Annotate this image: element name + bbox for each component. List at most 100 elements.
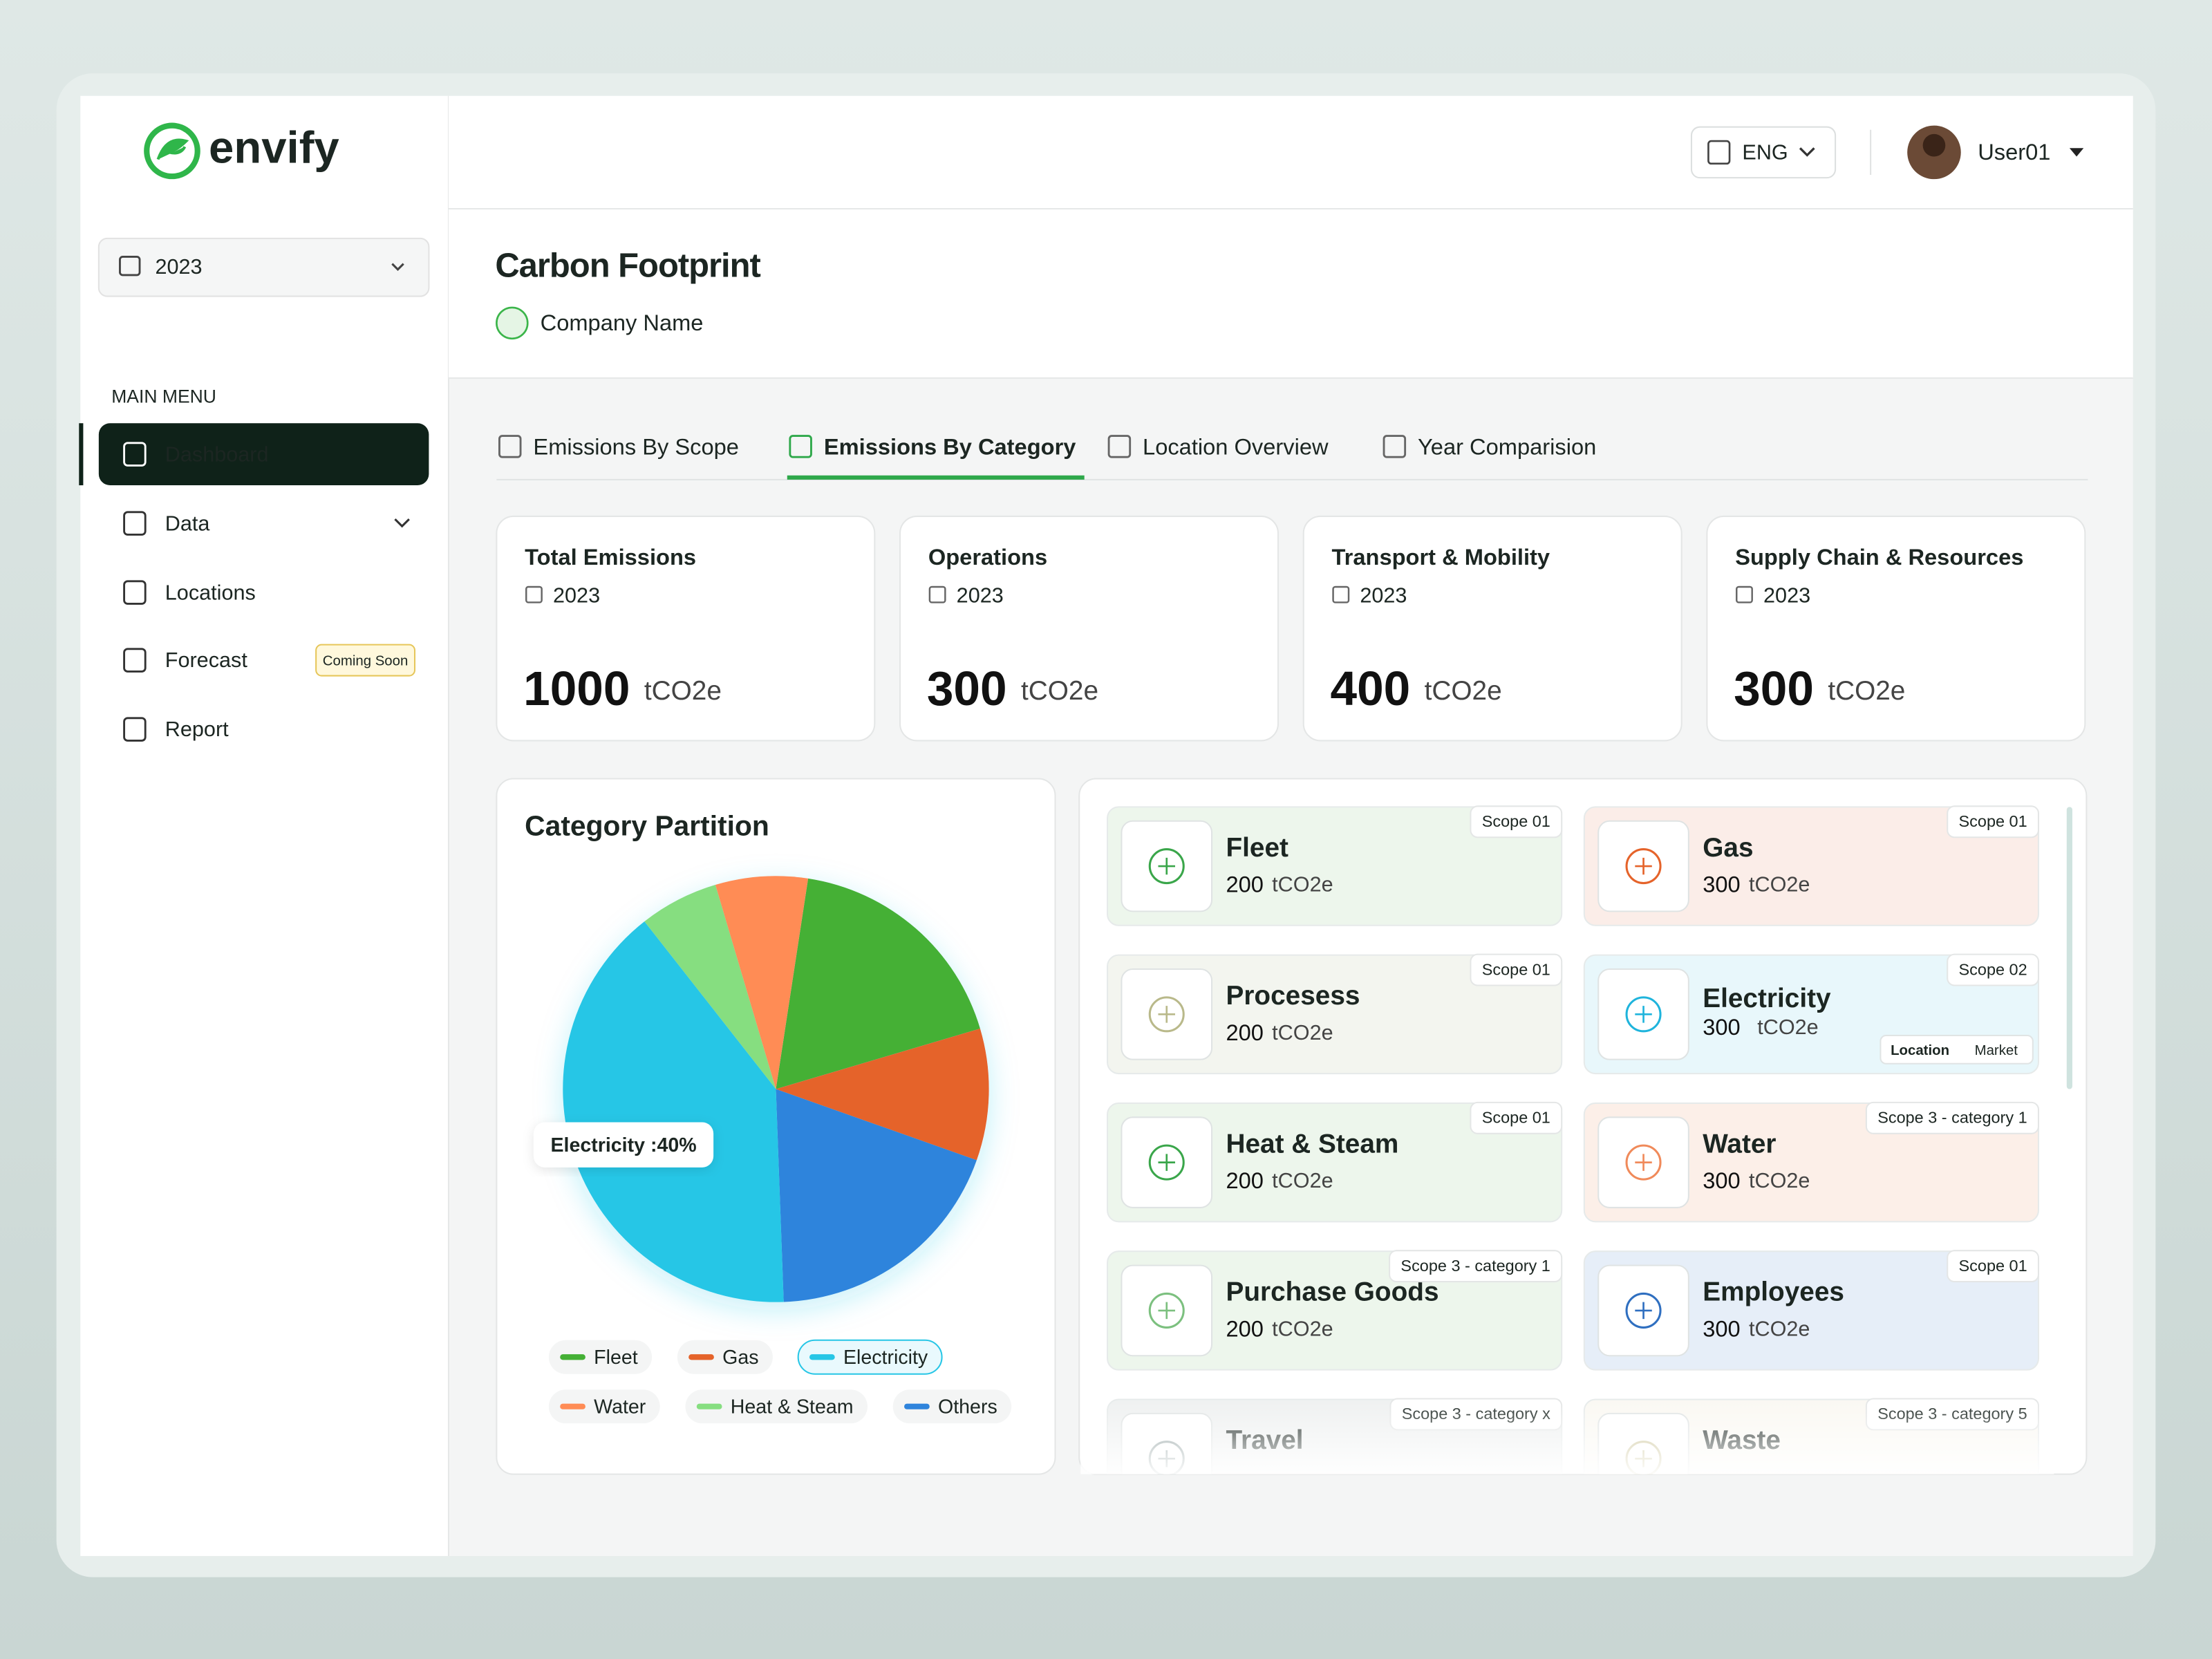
year-select[interactable] [97, 237, 430, 297]
card-value: 200 tCO2e [1226, 871, 1333, 897]
menu-icon [123, 648, 147, 673]
scope: Scope 02 [1959, 960, 2027, 978]
menu-heading: MAIN MENU [111, 386, 216, 407]
summary-title: Supply Chain & Resources [1735, 544, 2023, 570]
unit: tCO2e [1425, 676, 1502, 706]
sidebar [80, 95, 449, 1557]
menu-item[interactable]: Report [165, 718, 229, 741]
scope-tag [1947, 1250, 2039, 1283]
card-name: Heat & Steam [1226, 1129, 1398, 1159]
brand: envify [209, 122, 339, 173]
card-icon [1625, 1292, 1662, 1329]
pie [563, 876, 989, 1302]
card-icon [1148, 1292, 1185, 1329]
legend-chip[interactable] [892, 1389, 1012, 1424]
card-icon [1625, 1144, 1662, 1181]
card-value: 200 tCO2e [1226, 1020, 1333, 1045]
unit: tCO2e [1757, 1015, 1818, 1039]
card-value: 200 tCO2e [1226, 1168, 1333, 1193]
user-name[interactable]: User01 [1978, 139, 2050, 165]
summary-value: 300 tCO2e [1734, 662, 1905, 715]
summary-year: 2023 [1763, 583, 1810, 607]
card-value: 300 tCO2e [1703, 1315, 1810, 1341]
header [448, 95, 2133, 378]
pie-slice[interactable] [715, 876, 809, 1089]
chevron [391, 263, 404, 271]
card-icon [1148, 1144, 1185, 1181]
menu-item[interactable]: Locations [165, 581, 256, 604]
tab[interactable]: Emissions By Scope [533, 434, 739, 460]
legend-chip[interactable] [685, 1389, 868, 1424]
menu-icon [123, 442, 147, 467]
value-label: Electricity :40% [550, 1134, 696, 1156]
summary-year: 2023 [553, 583, 600, 607]
company-name: Company Name [541, 310, 704, 335]
unit: tCO2e [1749, 1318, 1810, 1341]
chevron [1799, 147, 1815, 157]
card-value: 300 tCO2e [1703, 871, 1810, 897]
card-icon [1625, 848, 1662, 885]
summary-title: Transport & Mobility [1332, 544, 1550, 570]
legend-chip[interactable] [677, 1340, 773, 1374]
tab-icon [498, 435, 522, 458]
pie-slice[interactable] [644, 885, 776, 1089]
scrollbar[interactable] [2066, 807, 2072, 1089]
legend-label: Heat & Steam [731, 1396, 854, 1418]
value: 1000 [523, 662, 630, 715]
pie-slice[interactable] [776, 1028, 989, 1161]
category-card[interactable] [1583, 1250, 2039, 1371]
legend-chip[interactable] [548, 1340, 653, 1374]
unit: tCO2e [1272, 1318, 1333, 1341]
summary-value: 1000 tCO2e [523, 662, 722, 715]
tab[interactable]: Year Comparision [1418, 434, 1596, 460]
pie-slice[interactable] [563, 921, 784, 1302]
summary-card [899, 515, 1279, 742]
scope-tag [1470, 805, 1563, 838]
category-card[interactable] [1107, 1102, 1563, 1223]
card-icon-detail [1635, 1006, 1652, 1023]
badge-text: Coming Soon [323, 654, 409, 669]
legend-label: Others [938, 1396, 997, 1418]
calendar-icon [1332, 585, 1350, 603]
value: 200 [1226, 871, 1263, 897]
year-select-value: 2023 [155, 255, 202, 279]
value: 300 [927, 662, 1007, 715]
tab-icon [1107, 435, 1132, 458]
legend-chip[interactable] [797, 1339, 943, 1375]
value: 200 [1226, 1168, 1263, 1193]
card-icon [1148, 848, 1185, 885]
chevron[interactable] [394, 518, 410, 528]
value: 300 [1703, 871, 1740, 897]
pie-slice[interactable] [776, 878, 980, 1089]
menu-icon [123, 717, 147, 742]
legend-chip[interactable] [548, 1389, 660, 1424]
category-card[interactable] [1107, 806, 1563, 926]
menu-item-bg[interactable] [98, 423, 429, 486]
menu-item[interactable]: Dashboard [165, 442, 269, 466]
category-card[interactable] [1107, 954, 1563, 1075]
tab[interactable]: Emissions By Category [824, 434, 1076, 460]
menu-item[interactable]: Data [165, 512, 211, 535]
tab[interactable]: Location Overview [1143, 434, 1329, 460]
active-marker [79, 423, 84, 486]
value-label-box [533, 1122, 714, 1168]
translate-icon [1707, 140, 1731, 165]
language-select[interactable] [1690, 126, 1837, 179]
chart-title: Category Partition [525, 810, 769, 842]
value: 200 [1226, 1020, 1263, 1045]
toggle-option[interactable]: Location [1891, 1043, 1949, 1058]
calendar-icon [928, 585, 946, 603]
scope: Scope 3 - category 1 [1400, 1257, 1550, 1275]
toggle[interactable] [1880, 1034, 2034, 1065]
card-icon [1625, 996, 1662, 1033]
value: 300 [1703, 1315, 1740, 1341]
menu-item[interactable]: Forecast [165, 648, 248, 672]
value: 300 [1703, 1168, 1740, 1193]
pie-slice[interactable] [776, 1089, 977, 1302]
user-caret[interactable] [2069, 148, 2084, 157]
category-card[interactable] [1583, 806, 2039, 926]
toggle-option[interactable]: Market [1975, 1043, 2018, 1058]
card-name: Water [1703, 1129, 1776, 1159]
